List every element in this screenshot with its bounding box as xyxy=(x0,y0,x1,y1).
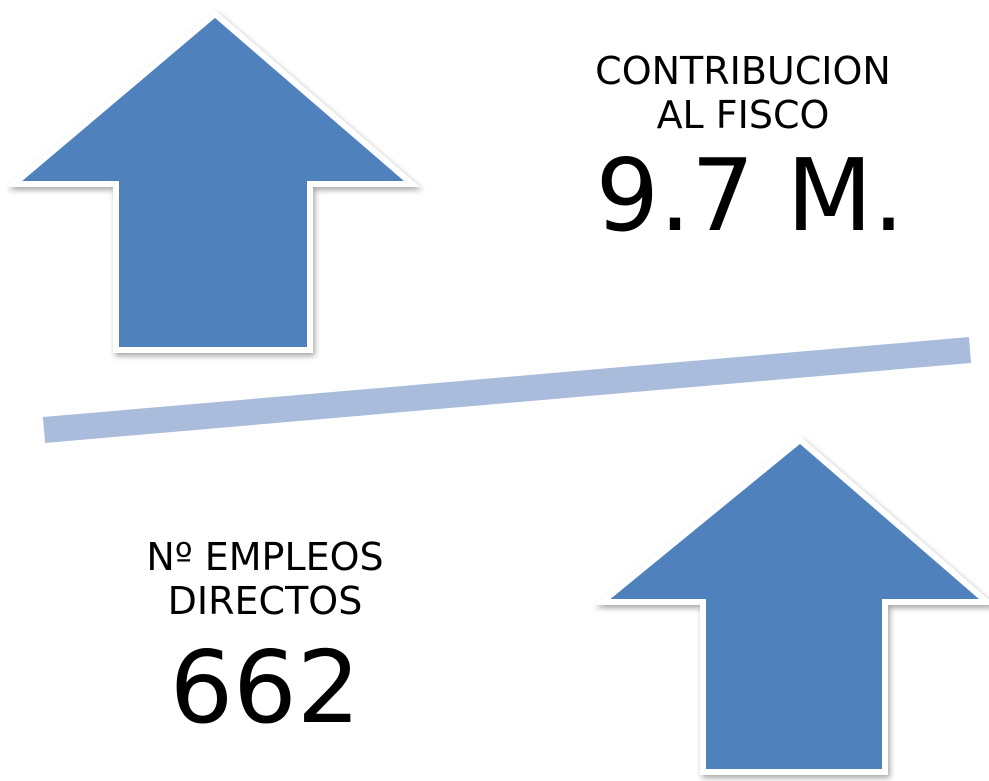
value: 662 xyxy=(170,629,361,746)
label: CONTRIBUCION xyxy=(595,49,891,93)
label: AL FISCO xyxy=(657,93,830,137)
up-arrow xyxy=(5,10,421,353)
up-arrow xyxy=(593,436,989,775)
value: 9.7 M. xyxy=(596,137,905,254)
label: Nº EMPLEOS xyxy=(146,535,383,579)
divider xyxy=(42,337,972,443)
label: DIRECTOS xyxy=(168,579,363,623)
